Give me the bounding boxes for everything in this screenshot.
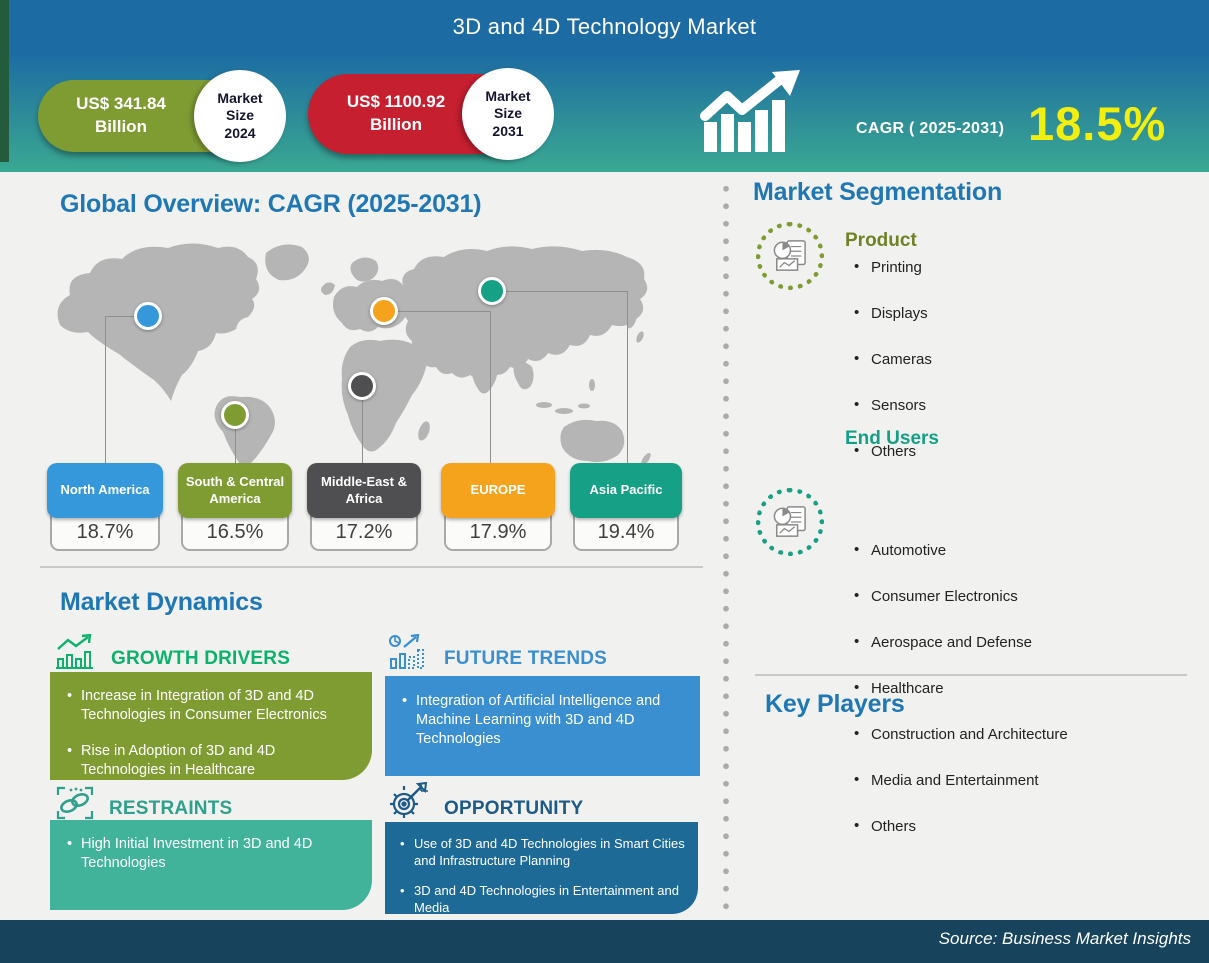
end-user-item: Others <box>852 817 1209 835</box>
connector-line <box>105 316 148 317</box>
badge-text: Market <box>217 89 263 106</box>
opportunity-header: OPPORTUNITY <box>388 782 583 820</box>
section-divider <box>40 566 703 568</box>
world-map <box>57 243 651 467</box>
market-size-2024-value: US$ 341.84 Billion <box>56 80 186 152</box>
badge-text: Size <box>493 105 522 122</box>
connector-line <box>492 291 627 292</box>
map-dot-europe <box>370 297 398 325</box>
badge-year: 2024 <box>224 124 256 141</box>
panel-separator <box>721 180 731 912</box>
product-item: Cameras <box>852 350 1209 368</box>
growth-drivers-header: GROWTH DRIVERS <box>55 634 290 670</box>
growth-drivers-label: GROWTH DRIVERS <box>111 648 291 669</box>
connector-line <box>627 291 628 463</box>
end-user-item: Healthcare <box>852 679 1209 697</box>
restraints-label: RESTRAINTS <box>109 798 233 819</box>
end-user-item: Construction and Architecture <box>852 725 1209 743</box>
connector-line <box>362 386 363 463</box>
future-trends-icon <box>389 634 424 669</box>
growth-driver-item: Increase in Integration of 3D and 4D Tec… <box>66 687 358 725</box>
market-size-2024-badge: US$ 341.84 Billion Market Size 2024 <box>38 70 286 162</box>
market-size-2031-unit: Billion <box>370 115 422 134</box>
opportunity-label: OPPORTUNITY <box>444 798 584 819</box>
map-dot-middle-east-africa <box>348 372 376 400</box>
region-card-europe: 17.9% EUROPE <box>441 463 555 551</box>
page-title: 3D and 4D Technology Market <box>452 14 757 39</box>
region-card-north-america: 18.7% North America <box>47 463 163 551</box>
growth-chart-icon <box>700 70 800 152</box>
opportunity-box: Use of 3D and 4D Technologies in Smart C… <box>385 822 698 916</box>
product-item: Printing <box>852 258 1209 276</box>
market-size-2031-badge: US$ 1100.92 Billion Market Size 2031 <box>308 68 554 160</box>
connector-line <box>384 311 490 312</box>
footer-bar: Source: Business Market Insights <box>0 920 1209 963</box>
product-segment-icon <box>756 222 824 290</box>
end-user-item: Consumer Electronics <box>852 587 1209 605</box>
key-players-title: Key Players <box>765 690 905 718</box>
end-users-segment-icon <box>756 488 824 556</box>
region-card-middle-east-africa: 17.2% Middle-East & Africa <box>307 463 421 551</box>
cagr-value: 18.5% <box>1028 97 1167 150</box>
region-name: EUROPE <box>441 463 555 518</box>
market-size-2024-amount: US$ 341.84 <box>76 94 166 114</box>
product-heading: Product <box>845 230 917 251</box>
map-dot-asia-pacific <box>478 277 506 305</box>
market-size-2024-unit: Billion <box>95 117 147 136</box>
badge-text: Market <box>485 87 531 104</box>
connector-line <box>105 316 106 463</box>
future-trends-header: FUTURE TRENDS <box>388 634 607 670</box>
end-user-item: Automotive <box>852 541 1209 559</box>
header-accent-strip <box>0 0 9 162</box>
restraints-box: High Initial Investment in 3D and 4D Tec… <box>50 820 372 910</box>
end-users-heading: End Users <box>845 428 939 449</box>
report-chart-icon <box>773 240 806 271</box>
restraints-header: RESTRAINTS <box>55 784 232 820</box>
region-card-south-central-america: 16.5% South & Central America <box>178 463 292 551</box>
future-trends-label: FUTURE TRENDS <box>444 648 608 669</box>
connector-line <box>235 415 236 463</box>
map-dot-south-central-america <box>221 401 249 429</box>
region-name: South & Central America <box>178 463 292 518</box>
market-size-2031-circle: Market Size 2031 <box>462 68 554 160</box>
product-item: Others <box>852 442 1209 460</box>
future-trend-item: Integration of Artificial Intelligence a… <box>401 692 688 749</box>
growth-drivers-box: Increase in Integration of 3D and 4D Tec… <box>50 672 372 780</box>
market-dynamics-title: Market Dynamics <box>60 588 263 616</box>
restraints-icon <box>56 786 94 820</box>
market-size-2024-circle: Market Size 2024 <box>194 70 286 162</box>
product-item: Displays <box>852 304 1209 322</box>
growth-driver-item: Rise in Adoption of 3D and 4D Technologi… <box>66 742 358 780</box>
market-size-2031-amount: US$ 1100.92 <box>346 92 446 112</box>
end-user-item: Aerospace and Defense <box>852 633 1209 651</box>
report-chart-icon <box>773 506 806 537</box>
connector-line <box>490 311 491 463</box>
region-name: North America <box>47 463 163 518</box>
end-user-item: Media and Entertainment <box>852 771 1209 789</box>
badge-year: 2031 <box>492 122 524 139</box>
market-size-2031-value: US$ 1100.92 Billion <box>326 74 466 154</box>
restraint-item: High Initial Investment in 3D and 4D Tec… <box>66 835 358 873</box>
opportunity-item: 3D and 4D Technologies in Entertainment … <box>399 882 686 916</box>
opportunity-icon <box>390 782 428 818</box>
section-divider <box>755 674 1187 676</box>
global-overview-title: Global Overview: CAGR (2025-2031) <box>60 190 482 218</box>
badge-text: Size <box>225 107 254 124</box>
growth-drivers-icon <box>56 634 93 669</box>
source-attribution: Source: Business Market Insights <box>938 929 1191 948</box>
region-name: Asia Pacific <box>570 463 682 518</box>
opportunity-item: Use of 3D and 4D Technologies in Smart C… <box>399 835 686 869</box>
cagr-label: CAGR ( 2025-2031) <box>856 120 1005 137</box>
product-item: Sensors <box>852 396 1209 414</box>
market-segmentation-title: Market Segmentation <box>753 178 1003 206</box>
region-card-asia-pacific: 19.4% Asia Pacific <box>570 463 682 551</box>
region-name: Middle-East & Africa <box>307 463 421 518</box>
future-trends-box: Integration of Artificial Intelligence a… <box>385 676 700 776</box>
map-dot-north-america <box>134 302 162 330</box>
